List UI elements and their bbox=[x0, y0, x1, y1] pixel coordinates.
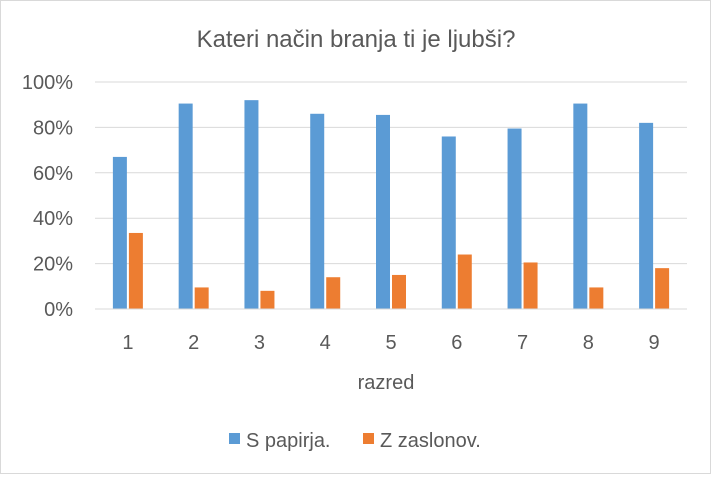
legend-swatch bbox=[363, 433, 374, 444]
x-axis-ticks: 1 2 3 4 5 6 7 8 9 bbox=[122, 332, 659, 354]
legend-label: S papirja. bbox=[246, 430, 331, 452]
x-tick-label: 5 bbox=[385, 332, 396, 354]
bar-s-papirja-5 bbox=[376, 114, 390, 309]
y-tick-label: 40% bbox=[33, 208, 73, 230]
bar-z-zaslonov-4 bbox=[326, 277, 341, 309]
y-tick-label: 80% bbox=[33, 117, 73, 139]
bar-s-papirja-6 bbox=[441, 136, 456, 309]
bar-s-papirja-2 bbox=[178, 103, 193, 309]
y-tick-label: 20% bbox=[33, 254, 73, 276]
bar-z-zaslonov-9 bbox=[655, 268, 670, 309]
bar-s-papirja-9 bbox=[639, 122, 654, 309]
gridlines bbox=[95, 81, 687, 265]
x-axis-title: razred bbox=[358, 372, 415, 394]
bar-z-zaslonov-5 bbox=[392, 274, 406, 309]
y-tick-label: 100% bbox=[22, 72, 73, 94]
x-tick-label: 3 bbox=[254, 332, 265, 354]
x-tick-label: 9 bbox=[649, 332, 660, 354]
bar-z-zaslonov-2 bbox=[194, 287, 209, 309]
x-tick-label: 8 bbox=[583, 332, 594, 354]
legend: S papirja. Z zaslonov. bbox=[229, 430, 481, 452]
legend-swatch bbox=[229, 433, 240, 444]
x-tick-label: 2 bbox=[188, 332, 199, 354]
legend-label: Z zaslonov. bbox=[380, 430, 481, 452]
bars bbox=[112, 100, 670, 309]
bar-z-zaslonov-6 bbox=[457, 254, 472, 309]
y-tick-label: 0% bbox=[44, 299, 73, 321]
x-tick-label: 4 bbox=[320, 332, 331, 354]
bar-z-zaslonov-1 bbox=[128, 232, 143, 309]
y-tick-label: 60% bbox=[33, 163, 73, 185]
bar-s-papirja-3 bbox=[244, 100, 259, 309]
bar-z-zaslonov-7 bbox=[523, 262, 538, 309]
bar-z-zaslonov-8 bbox=[589, 287, 604, 309]
x-tick-label: 1 bbox=[122, 332, 133, 354]
x-tick-label: 6 bbox=[451, 332, 462, 354]
y-axis-ticks: 0% 20% 40% 60% 80% 100% bbox=[22, 72, 73, 321]
bar-z-zaslonov-3 bbox=[260, 290, 275, 309]
chart-title: Kateri način branja ti je ljubši? bbox=[197, 26, 516, 53]
bar-s-papirja-7 bbox=[507, 128, 522, 309]
x-tick-label: 7 bbox=[517, 332, 528, 354]
bar-s-papirja-1 bbox=[112, 156, 127, 309]
bar-s-papirja-8 bbox=[573, 103, 588, 309]
bar-s-papirja-4 bbox=[310, 113, 325, 309]
